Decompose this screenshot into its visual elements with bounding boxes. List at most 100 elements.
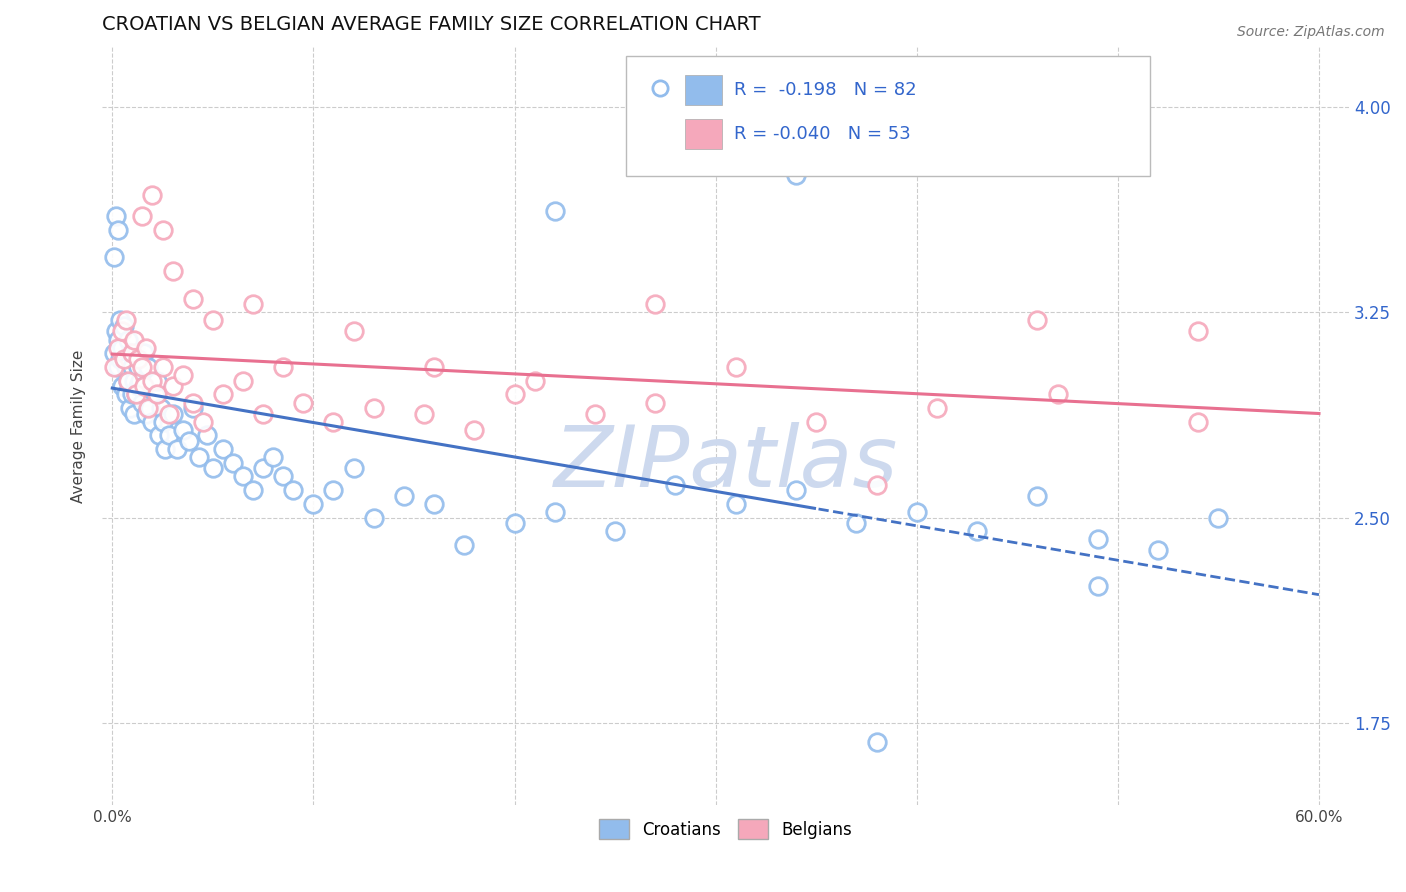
Point [105, 210, 128, 224]
Point [115, 387, 138, 401]
Point [107, 333, 129, 347]
Point [845, 516, 868, 530]
Point [363, 401, 385, 415]
Point [127, 359, 149, 374]
Point [127, 351, 149, 366]
Point [1087, 533, 1109, 547]
FancyBboxPatch shape [626, 56, 1150, 176]
Point [1208, 510, 1230, 524]
Point [105, 325, 128, 339]
Point [145, 374, 167, 388]
Point [644, 395, 666, 409]
Point [302, 497, 325, 511]
Point [644, 297, 666, 311]
Point [212, 387, 235, 401]
Point [191, 415, 214, 429]
Point [222, 456, 245, 470]
Point [322, 483, 344, 498]
Point [143, 387, 166, 401]
Point [252, 461, 274, 475]
Point [283, 483, 305, 498]
Point [423, 359, 446, 374]
Point [111, 341, 134, 355]
Point [423, 497, 446, 511]
Point [1147, 543, 1170, 558]
Point [322, 415, 344, 429]
Point [111, 325, 134, 339]
Point [152, 223, 174, 237]
Point [181, 292, 204, 306]
Point [145, 387, 167, 401]
Point [149, 401, 172, 415]
Point [131, 210, 153, 224]
Point [112, 318, 135, 333]
Point [503, 516, 526, 530]
Point [453, 538, 475, 552]
Point [603, 524, 626, 539]
Point [342, 325, 364, 339]
Point [392, 489, 415, 503]
Point [785, 169, 807, 183]
Point [262, 450, 284, 465]
Point [157, 428, 180, 442]
Point [131, 359, 153, 374]
Point [172, 368, 194, 383]
Point [187, 450, 209, 465]
Point [103, 346, 125, 360]
Point [152, 359, 174, 374]
Point [865, 477, 887, 491]
Point [463, 423, 485, 437]
Point [120, 401, 142, 415]
FancyBboxPatch shape [685, 75, 721, 105]
Point [103, 359, 125, 374]
Point [135, 341, 157, 355]
Point [112, 351, 135, 366]
Point [292, 395, 315, 409]
Point [112, 351, 135, 366]
Point [134, 379, 156, 393]
Point [724, 359, 747, 374]
Point [120, 346, 142, 360]
Point [117, 374, 139, 388]
Point [141, 415, 163, 429]
Point [141, 187, 163, 202]
Point [124, 407, 146, 421]
Point [1187, 325, 1209, 339]
Point [141, 374, 163, 388]
Point [117, 374, 139, 388]
Legend: Croatians, Belgians: Croatians, Belgians [592, 813, 859, 846]
Point [172, 423, 194, 437]
Point [232, 469, 254, 483]
Point [103, 251, 125, 265]
Point [125, 387, 148, 401]
Point [129, 374, 152, 388]
Text: CROATIAN VS BELGIAN AVERAGE FAMILY SIZE CORRELATION CHART: CROATIAN VS BELGIAN AVERAGE FAMILY SIZE … [103, 15, 761, 34]
Point [544, 505, 567, 519]
Point [117, 333, 139, 347]
FancyBboxPatch shape [685, 119, 721, 149]
Point [252, 407, 274, 421]
Point [212, 442, 235, 456]
Point [110, 313, 132, 327]
Point [242, 483, 264, 498]
Text: R =  -0.198   N = 82: R = -0.198 N = 82 [734, 81, 917, 99]
Point [115, 313, 138, 327]
Point [127, 379, 149, 393]
Point [121, 387, 143, 401]
Text: ZIPatlas: ZIPatlas [554, 422, 898, 505]
Point [134, 346, 156, 360]
Y-axis label: Average Family Size: Average Family Size [72, 349, 86, 502]
Point [115, 359, 138, 374]
Point [121, 346, 143, 360]
Point [195, 428, 218, 442]
Point [177, 434, 200, 448]
Point [124, 374, 146, 388]
Point [107, 341, 129, 355]
Point [124, 333, 146, 347]
Point [135, 407, 157, 421]
Point [139, 401, 162, 415]
Point [413, 407, 436, 421]
Point [1026, 313, 1049, 327]
Point [804, 415, 827, 429]
Point [125, 387, 148, 401]
